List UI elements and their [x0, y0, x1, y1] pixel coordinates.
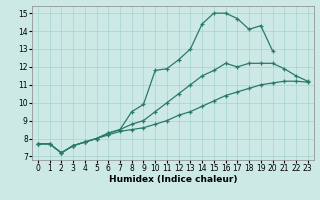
X-axis label: Humidex (Indice chaleur): Humidex (Indice chaleur): [108, 175, 237, 184]
